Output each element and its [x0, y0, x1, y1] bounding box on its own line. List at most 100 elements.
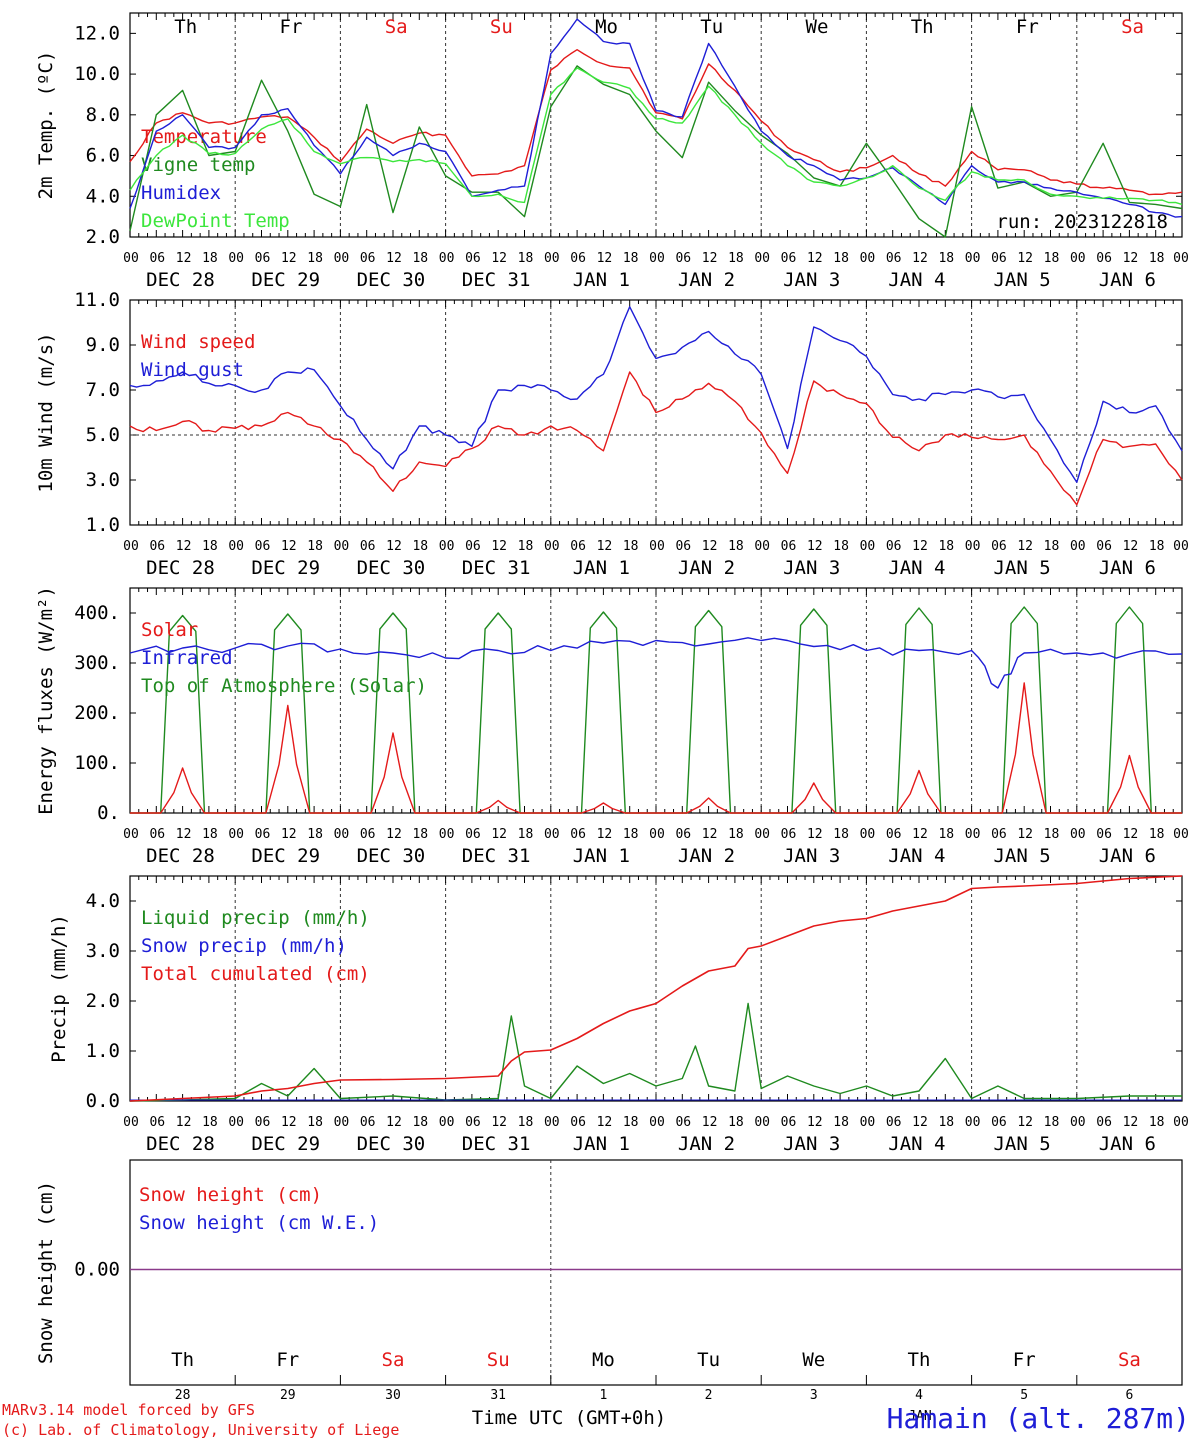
temp-hour-label: 00: [334, 251, 350, 266]
wind-hour-label: 00: [439, 539, 455, 554]
precip-hour-label: 06: [781, 1115, 797, 1130]
precip-ylabel: Precip (mm/h): [48, 914, 70, 1063]
precip-hour-label: 06: [570, 1115, 586, 1130]
wind-date-label: JAN 4: [888, 557, 945, 579]
precip-hour-label: 12: [807, 1115, 823, 1130]
snow-weekday-label: Fr: [276, 1349, 299, 1371]
temp-hour-label: 18: [518, 251, 534, 266]
temp-weekday-label: Th: [911, 16, 934, 38]
energy-hour-label: 18: [1044, 827, 1060, 842]
temp-ytick-label: 6.0: [86, 145, 120, 167]
temp-weekday-label: Fr: [1016, 16, 1039, 38]
precip-hour-label: 12: [386, 1115, 402, 1130]
temp-hour-label: 18: [833, 251, 849, 266]
temp-date-label: JAN 1: [573, 269, 630, 291]
temp-hour-label: 12: [597, 251, 613, 266]
wind-hour-label: 06: [675, 539, 691, 554]
temp-weekday-label: Sa: [385, 16, 408, 38]
precip-ytick-label: 1.0: [86, 1040, 120, 1062]
wind-hour-label: 12: [1017, 539, 1033, 554]
wind-hour-label: 00: [123, 539, 139, 554]
temp-run-annotation: run: 2023122818: [996, 211, 1168, 233]
precip-hour-label: 12: [491, 1115, 507, 1130]
energy-hour-label: 06: [675, 827, 691, 842]
wind-hour-label: 12: [1123, 539, 1139, 554]
precip-date-label: JAN 2: [678, 1133, 735, 1155]
temp-hour-label: 18: [202, 251, 218, 266]
temp-ylabel: 2m Temp. (ºC): [35, 51, 57, 200]
energy-hour-label: 18: [728, 827, 744, 842]
temp-date-label: JAN 3: [783, 269, 840, 291]
energy-date-label: JAN 4: [888, 845, 945, 867]
temp-hour-label: 06: [781, 251, 797, 266]
temp-hour-label: 06: [886, 251, 902, 266]
precip-hour-label: 18: [1149, 1115, 1165, 1130]
energy-hour-label: 18: [518, 827, 534, 842]
temp-date-label: DEC 30: [357, 269, 426, 291]
lab-credit: (c) Lab. of Climatology, University of L…: [2, 1421, 399, 1439]
temp-hour-label: 12: [386, 251, 402, 266]
energy-hour-label: 00: [228, 827, 244, 842]
temp-weekday-label: Mo: [595, 16, 618, 38]
temp-date-label: JAN 6: [1099, 269, 1156, 291]
energy-hour-label: 06: [149, 827, 165, 842]
snow-day-number: 28: [175, 1388, 191, 1403]
precip-hour-label: 00: [860, 1115, 876, 1130]
wind-ytick-label: 5.0: [86, 424, 120, 446]
temp-frame: [129, 12, 1183, 238]
temp-hour-label: 00: [754, 251, 770, 266]
energy-hour-label: 00: [439, 827, 455, 842]
snow-day-number: 31: [490, 1388, 506, 1403]
precip-hour-label: 12: [176, 1115, 192, 1130]
wind-legend-label: Wind gust: [141, 359, 244, 381]
energy-hour-label: 12: [807, 827, 823, 842]
energy-hour-label: 12: [702, 827, 718, 842]
precip-legend-label: Total cumulated (cm): [141, 963, 370, 985]
energy-date-label: JAN 2: [678, 845, 735, 867]
energy-solar-line: [130, 682, 1182, 814]
temp-hour-label: 00: [1070, 251, 1086, 266]
energy-hour-label: 00: [860, 827, 876, 842]
energy-date-label: JAN 5: [993, 845, 1050, 867]
wind-date-label: DEC 30: [357, 557, 426, 579]
wind-hour-label: 06: [886, 539, 902, 554]
energy-hour-label: 00: [334, 827, 350, 842]
energy-hour-label: 06: [255, 827, 271, 842]
precip-date-label: JAN 4: [888, 1133, 945, 1155]
precip-date-label: JAN 1: [573, 1133, 630, 1155]
temp-hour-label: 06: [255, 251, 271, 266]
wind-hour-label: 00: [965, 539, 981, 554]
temp-series-line: [129, 67, 1183, 206]
temp-hour-label: 06: [360, 251, 376, 266]
precip-cumulated-line: [129, 875, 1183, 1102]
snow-weekday-label: Th: [908, 1349, 931, 1371]
temp-hour-label: 00: [544, 251, 560, 266]
model-credit: MARv3.14 model forced by GFS: [2, 1401, 255, 1419]
precip-legend-label: Liquid precip (mm/h): [141, 907, 370, 929]
energy-ytick-label: 100.: [74, 752, 120, 774]
temp-hour-label: 12: [702, 251, 718, 266]
snow-weekday-label: Sa: [382, 1349, 405, 1371]
station-name: Hamain (alt. 287m): [887, 1402, 1190, 1435]
temp-date-label: JAN 4: [888, 269, 945, 291]
temp-ytick-label: 10.0: [74, 63, 120, 85]
temp-hour-label: 00: [228, 251, 244, 266]
snow-weekday-label: Tu: [697, 1349, 720, 1371]
precip-hour-label: 06: [255, 1115, 271, 1130]
energy-hour-label: 18: [938, 827, 954, 842]
energy-hour-label: 00: [1070, 827, 1086, 842]
temp-weekday-label: Su: [490, 16, 513, 38]
precip-hour-label: 00: [544, 1115, 560, 1130]
wind-date-label: JAN 5: [993, 557, 1050, 579]
energy-hour-label: 12: [1123, 827, 1139, 842]
energy-date-label: DEC 29: [251, 845, 320, 867]
precip-hour-label: 18: [1044, 1115, 1060, 1130]
precip-hour-label: 06: [991, 1115, 1007, 1130]
wind-hour-label: 06: [1096, 539, 1112, 554]
temp-hour-label: 00: [860, 251, 876, 266]
precip-hour-label: 12: [912, 1115, 928, 1130]
wind-series-line: [129, 371, 1183, 506]
energy-hour-label: 12: [912, 827, 928, 842]
wind-hour-label: 00: [544, 539, 560, 554]
